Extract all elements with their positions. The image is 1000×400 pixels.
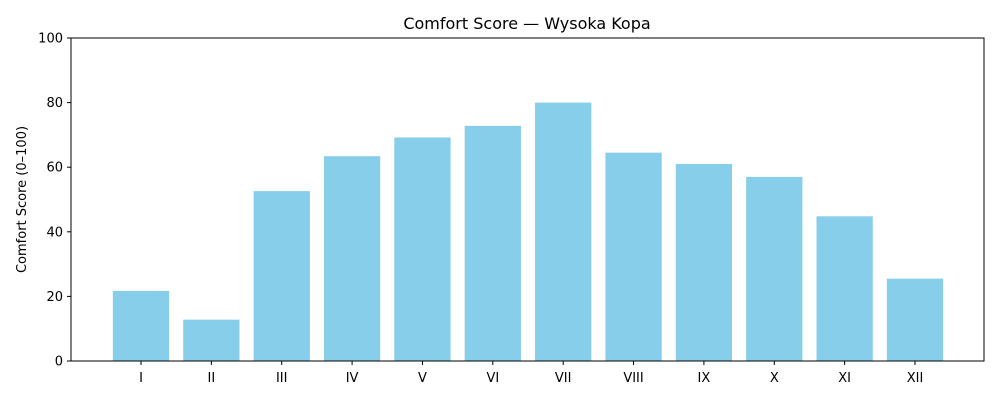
bar-ii xyxy=(183,319,240,361)
y-tick-label: 20 xyxy=(46,290,63,305)
y-tick-label: 0 xyxy=(55,355,63,370)
x-tick-label: III xyxy=(276,371,288,386)
x-tick-label: I xyxy=(139,371,143,386)
plot-frame xyxy=(70,37,985,362)
bar-iv xyxy=(323,156,381,361)
bars-group xyxy=(112,102,944,361)
y-tick-label: 80 xyxy=(46,96,63,111)
bar-ix xyxy=(675,163,733,361)
x-tick-label: XI xyxy=(838,371,851,386)
x-tick-label: X xyxy=(770,371,779,386)
bar-xi xyxy=(816,216,873,361)
x-tick-label: V xyxy=(418,371,427,386)
y-tick-label: 40 xyxy=(46,225,63,240)
x-tick-label: VIII xyxy=(623,371,643,386)
x-axis-ticks: I II III IV V VI VII VIII IX X XI XII xyxy=(139,361,923,386)
x-tick-label: VI xyxy=(486,371,499,386)
bar-iii xyxy=(253,191,310,361)
bar-viii xyxy=(605,152,662,361)
chart-title: Comfort Score — Wysoka Kopa xyxy=(403,14,650,33)
y-tick-label: 100 xyxy=(38,32,63,47)
bar-vi xyxy=(464,125,521,361)
x-tick-label: XII xyxy=(907,371,924,386)
y-axis-ticks: 0 20 40 60 80 100 xyxy=(38,32,71,370)
bar-v xyxy=(394,137,451,361)
x-tick-label: IX xyxy=(698,371,711,386)
y-tick-label: 60 xyxy=(46,161,63,176)
x-tick-label: IV xyxy=(346,371,359,386)
bar-i xyxy=(112,290,170,361)
x-tick-label: II xyxy=(208,371,216,386)
bar-x xyxy=(746,176,803,361)
x-tick-label: VII xyxy=(555,371,572,386)
y-axis-label: Comfort Score (0–100) xyxy=(15,126,30,273)
bar-xii xyxy=(886,278,944,361)
bar-vii xyxy=(535,102,592,361)
